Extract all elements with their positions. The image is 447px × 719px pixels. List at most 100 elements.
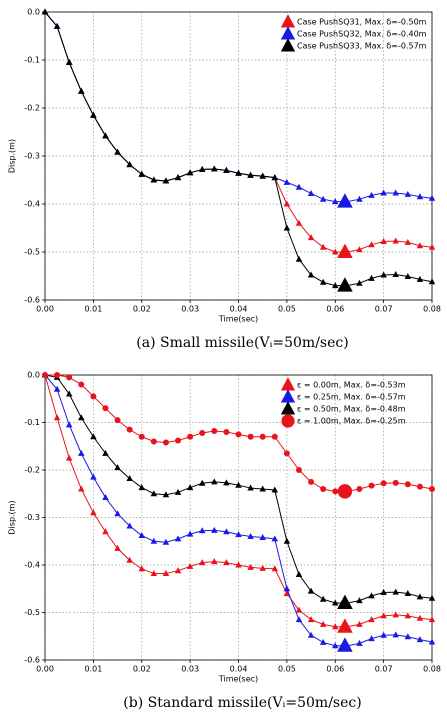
y-tick-label: -0.6 xyxy=(24,656,40,665)
legend-label: ε = 0.25m, Max. δ=-0.57m xyxy=(297,393,406,402)
point-marker xyxy=(368,274,375,281)
x-tick-label: 0.08 xyxy=(423,665,441,674)
point-marker xyxy=(174,174,182,181)
point-marker xyxy=(53,414,61,421)
y-axis-label: Disp.(m) xyxy=(8,139,17,173)
y-tick-label: -0.3 xyxy=(24,152,40,161)
point-marker xyxy=(428,594,436,601)
legend-label: ε = 1.00m, Max. δ=-0.25m xyxy=(297,417,406,426)
point-marker xyxy=(199,429,206,436)
point-marker xyxy=(247,433,254,440)
x-axis-label: Time(sec) xyxy=(218,675,258,684)
point-marker xyxy=(198,479,206,486)
x-tick-label: 0.06 xyxy=(326,665,344,674)
point-marker xyxy=(380,612,387,619)
point-marker xyxy=(78,414,85,421)
point-marker xyxy=(235,169,242,176)
point-marker xyxy=(356,279,363,286)
point-marker xyxy=(174,488,182,495)
point-marker xyxy=(404,633,412,640)
point-marker xyxy=(235,531,242,538)
legend-label: ε = 0.00m, Max. δ=-0.53m xyxy=(297,381,406,390)
point-marker xyxy=(54,372,61,378)
point-marker xyxy=(392,271,399,278)
point-marker xyxy=(174,567,182,574)
point-marker xyxy=(198,165,206,172)
plot-frame xyxy=(44,11,433,301)
x-tick-label: 0.03 xyxy=(181,665,199,674)
point-marker xyxy=(416,593,424,600)
point-marker xyxy=(78,449,85,456)
point-marker xyxy=(283,178,291,185)
point-marker xyxy=(392,588,399,595)
point-marker xyxy=(223,429,230,435)
point-marker xyxy=(380,589,387,596)
point-marker xyxy=(283,200,291,207)
point-marker xyxy=(66,374,73,381)
x-tick-label: 0.00 xyxy=(36,665,54,674)
point-marker xyxy=(392,237,399,244)
point-marker xyxy=(295,467,302,473)
point-marker xyxy=(295,616,303,623)
point-marker xyxy=(404,612,412,619)
point-marker xyxy=(319,195,327,202)
point-marker xyxy=(380,189,387,196)
point-marker xyxy=(211,526,218,533)
point-marker xyxy=(416,636,424,643)
point-marker xyxy=(150,490,158,497)
legend-label: Case PushSQ31, Max. δ=-0.50m xyxy=(297,18,427,27)
point-marker xyxy=(235,431,242,438)
y-tick-label: -0.1 xyxy=(24,418,40,427)
legend-marker xyxy=(280,14,296,28)
point-marker xyxy=(320,486,327,492)
point-marker xyxy=(283,450,290,457)
point-marker xyxy=(102,132,109,139)
point-marker xyxy=(211,558,218,565)
point-marker xyxy=(295,183,303,190)
point-marker xyxy=(308,478,315,485)
max-marker xyxy=(337,243,353,258)
point-marker xyxy=(428,194,436,201)
point-marker xyxy=(283,537,291,544)
point-marker xyxy=(283,590,291,596)
point-marker xyxy=(138,433,145,440)
point-marker xyxy=(78,381,85,388)
point-marker xyxy=(368,592,375,599)
point-marker xyxy=(380,271,387,278)
point-marker xyxy=(356,597,363,604)
point-marker xyxy=(223,166,230,173)
point-marker xyxy=(162,177,170,184)
point-marker xyxy=(175,437,182,444)
point-marker xyxy=(90,433,97,440)
y-axis-label: Disp.(m) xyxy=(8,500,17,534)
legend-marker xyxy=(280,377,296,391)
point-marker xyxy=(332,488,339,495)
point-marker xyxy=(259,485,266,492)
point-marker xyxy=(295,571,303,577)
point-marker xyxy=(380,631,387,638)
point-marker xyxy=(150,570,158,577)
point-marker xyxy=(211,428,218,435)
point-marker xyxy=(78,485,85,492)
max-marker xyxy=(337,277,353,292)
x-tick-label: 0.05 xyxy=(278,305,296,314)
point-marker xyxy=(162,491,170,498)
point-marker xyxy=(392,479,399,486)
x-tick-label: 0.06 xyxy=(326,305,344,314)
point-marker xyxy=(259,533,266,540)
point-marker xyxy=(416,275,424,282)
point-marker xyxy=(428,638,436,645)
point-marker xyxy=(380,237,387,244)
x-axis-label: Time(sec) xyxy=(218,315,258,324)
y-tick-label: -0.3 xyxy=(24,513,40,522)
point-marker xyxy=(126,475,133,482)
point-marker xyxy=(150,176,158,183)
x-tick-label: 0.00 xyxy=(36,305,54,314)
point-marker xyxy=(428,278,436,285)
point-marker xyxy=(162,538,170,545)
point-marker xyxy=(186,484,194,491)
point-marker xyxy=(235,481,242,488)
point-marker xyxy=(404,190,412,197)
point-marker xyxy=(150,537,158,544)
